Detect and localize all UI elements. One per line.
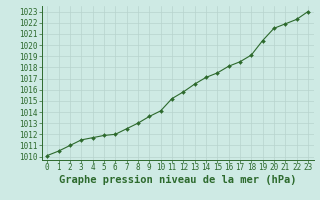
X-axis label: Graphe pression niveau de la mer (hPa): Graphe pression niveau de la mer (hPa) bbox=[59, 175, 296, 185]
